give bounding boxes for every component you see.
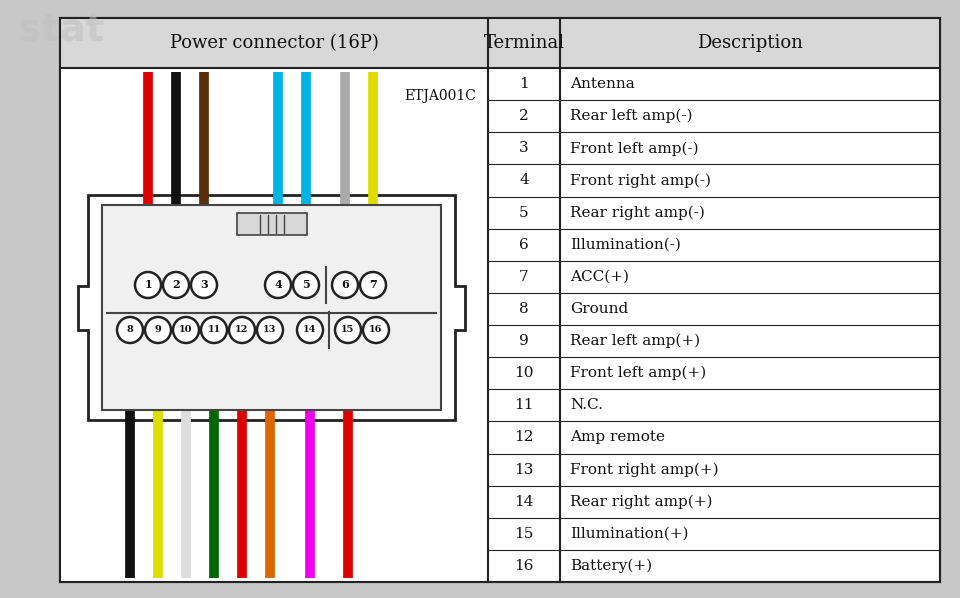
- Text: Power connector (16P): Power connector (16P): [170, 34, 378, 52]
- Text: 12: 12: [515, 431, 534, 444]
- Text: 9: 9: [519, 334, 529, 348]
- Text: 3: 3: [519, 141, 529, 155]
- Polygon shape: [78, 195, 465, 420]
- Text: Ground: Ground: [570, 302, 628, 316]
- Text: 4: 4: [275, 279, 282, 291]
- Text: 2: 2: [519, 109, 529, 123]
- Text: 13: 13: [515, 463, 534, 477]
- Text: Amp remote: Amp remote: [570, 431, 665, 444]
- Text: N.C.: N.C.: [570, 398, 603, 412]
- Text: 2: 2: [172, 279, 180, 291]
- Circle shape: [173, 317, 199, 343]
- Text: Front right amp(+): Front right amp(+): [570, 462, 719, 477]
- Circle shape: [201, 317, 227, 343]
- Text: Terminal: Terminal: [484, 34, 564, 52]
- Text: 16: 16: [370, 325, 383, 334]
- Text: Rear left amp(+): Rear left amp(+): [570, 334, 700, 348]
- Text: 6: 6: [519, 237, 529, 252]
- Text: Battery(+): Battery(+): [570, 559, 652, 573]
- Text: Rear right amp(-): Rear right amp(-): [570, 205, 705, 219]
- Text: Rear right amp(+): Rear right amp(+): [570, 495, 712, 509]
- Text: 4: 4: [519, 173, 529, 187]
- Text: 6: 6: [341, 279, 348, 291]
- Circle shape: [360, 272, 386, 298]
- Circle shape: [117, 317, 143, 343]
- Circle shape: [293, 272, 319, 298]
- Text: 7: 7: [370, 279, 377, 291]
- Circle shape: [297, 317, 323, 343]
- Text: ACC(+): ACC(+): [570, 270, 629, 284]
- Text: 10: 10: [180, 325, 193, 334]
- Circle shape: [335, 317, 361, 343]
- Text: 12: 12: [235, 325, 249, 334]
- Text: 1: 1: [144, 279, 152, 291]
- Text: 1: 1: [519, 77, 529, 91]
- Bar: [60, 68, 488, 582]
- Circle shape: [332, 272, 358, 298]
- Text: 7: 7: [519, 270, 529, 284]
- Bar: [60, 18, 940, 68]
- Text: Front right amp(-): Front right amp(-): [570, 173, 711, 188]
- Text: 8: 8: [519, 302, 529, 316]
- Text: 5: 5: [302, 279, 310, 291]
- Text: Description: Description: [697, 34, 803, 52]
- Text: 11: 11: [207, 325, 221, 334]
- Circle shape: [229, 317, 255, 343]
- Circle shape: [265, 272, 291, 298]
- Circle shape: [363, 317, 389, 343]
- Text: 5: 5: [519, 206, 529, 219]
- Text: Antenna: Antenna: [570, 77, 635, 91]
- Bar: [236, 213, 306, 235]
- Text: stat: stat: [18, 12, 105, 50]
- Text: 15: 15: [342, 325, 354, 334]
- Circle shape: [191, 272, 217, 298]
- Text: 8: 8: [127, 325, 133, 334]
- Text: Illumination(+): Illumination(+): [570, 527, 688, 541]
- Text: Rear left amp(-): Rear left amp(-): [570, 109, 692, 123]
- Text: 15: 15: [515, 527, 534, 541]
- Text: 9: 9: [155, 325, 161, 334]
- Circle shape: [135, 272, 161, 298]
- Circle shape: [145, 317, 171, 343]
- Text: ETJA001C: ETJA001C: [404, 89, 476, 103]
- Text: Front left amp(+): Front left amp(+): [570, 366, 707, 380]
- Text: 3: 3: [200, 279, 208, 291]
- Text: 16: 16: [515, 559, 534, 573]
- Bar: [102, 205, 441, 410]
- Text: 14: 14: [303, 325, 317, 334]
- Text: 13: 13: [263, 325, 276, 334]
- Text: Illumination(-): Illumination(-): [570, 237, 681, 252]
- Text: 10: 10: [515, 366, 534, 380]
- Text: 14: 14: [515, 495, 534, 509]
- Circle shape: [257, 317, 283, 343]
- Circle shape: [163, 272, 189, 298]
- Text: 11: 11: [515, 398, 534, 412]
- Text: Front left amp(-): Front left amp(-): [570, 141, 699, 155]
